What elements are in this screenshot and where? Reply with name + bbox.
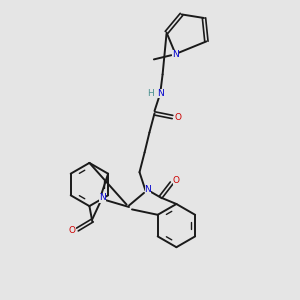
Text: N: N: [172, 50, 179, 58]
Text: N: N: [145, 184, 151, 194]
Text: O: O: [68, 226, 76, 235]
Text: O: O: [172, 176, 180, 185]
Text: N: N: [99, 194, 106, 202]
Text: H: H: [147, 88, 154, 98]
Text: N: N: [157, 88, 164, 98]
Text: O: O: [174, 112, 182, 122]
